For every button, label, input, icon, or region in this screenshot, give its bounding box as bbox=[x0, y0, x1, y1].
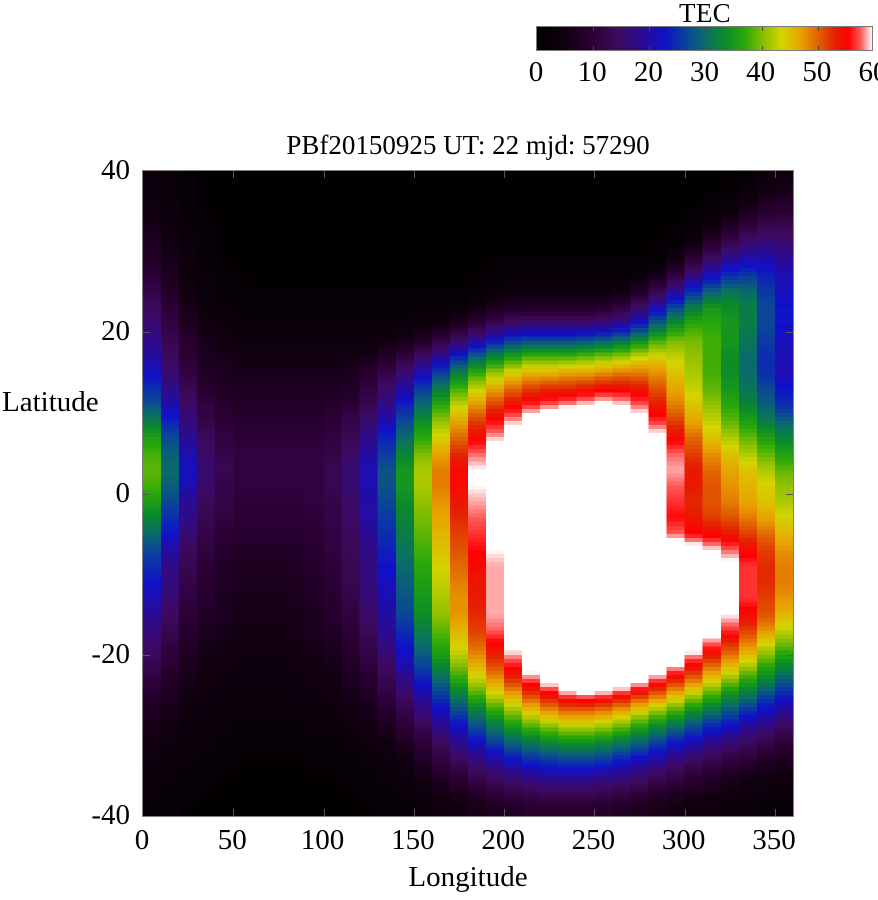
x-axis-tick bbox=[413, 809, 415, 816]
y-axis-tick bbox=[143, 493, 150, 495]
heatmap-plot-area bbox=[142, 170, 794, 817]
x-axis-tick-labels: 0 50 100 150 200 250 300 350 bbox=[135, 822, 796, 858]
x-axis-tick bbox=[504, 171, 506, 178]
heatmap-canvas bbox=[143, 171, 793, 816]
y-axis-title: Latitude bbox=[2, 386, 99, 418]
x-tick-label: 0 bbox=[134, 824, 150, 856]
x-axis-tick bbox=[684, 171, 686, 178]
colorbar-tick bbox=[761, 46, 763, 50]
x-axis-tick bbox=[684, 809, 686, 816]
y-axis-tick bbox=[143, 654, 150, 656]
colorbar-tick-label: 10 bbox=[577, 56, 607, 88]
colorbar-tick bbox=[817, 46, 819, 50]
x-tick-label: 200 bbox=[481, 824, 525, 856]
colorbar-tick bbox=[649, 46, 651, 50]
x-tick-label: 250 bbox=[571, 824, 616, 856]
y-tick-label: 0 bbox=[115, 476, 131, 509]
x-axis-tick bbox=[323, 171, 325, 178]
x-axis-tick bbox=[774, 171, 776, 178]
x-axis-tick bbox=[233, 171, 235, 178]
colorbar-tick bbox=[649, 27, 651, 31]
colorbar-tick-labels: 0 10 20 30 40 50 60 bbox=[500, 55, 878, 89]
x-axis-tick bbox=[774, 809, 776, 816]
colorbar-tick bbox=[593, 27, 595, 31]
x-tick-label: 50 bbox=[217, 824, 247, 856]
colorbar-tick bbox=[705, 27, 707, 31]
y-axis-tick-labels: 40 20 0 -20 -40 bbox=[0, 154, 131, 831]
y-axis-tick bbox=[786, 654, 793, 656]
y-tick-label: 40 bbox=[101, 154, 130, 186]
x-axis-title: Longitude bbox=[408, 861, 528, 893]
colorbar-tick bbox=[593, 46, 595, 50]
colorbar-tick-label: 0 bbox=[528, 56, 544, 88]
x-axis-tick bbox=[233, 809, 235, 816]
x-axis-tick bbox=[413, 171, 415, 178]
colorbar-tick-label: 40 bbox=[746, 56, 776, 88]
x-axis-tick bbox=[594, 171, 596, 178]
y-tick-label: -20 bbox=[91, 637, 130, 670]
x-tick-label: 150 bbox=[391, 824, 435, 856]
x-axis-tick bbox=[323, 809, 325, 816]
colorbar-tick-label: 30 bbox=[690, 56, 719, 88]
colorbar bbox=[536, 26, 873, 51]
colorbar-tick-label: 60 bbox=[858, 56, 878, 88]
y-axis-tick bbox=[786, 332, 793, 334]
y-tick-label: -40 bbox=[91, 799, 130, 831]
colorbar-gradient bbox=[537, 27, 872, 50]
x-tick-label: 100 bbox=[300, 824, 345, 856]
x-axis-tick bbox=[504, 809, 506, 816]
x-tick-label: 300 bbox=[661, 824, 706, 856]
x-axis-tick bbox=[594, 809, 596, 816]
colorbar-tick bbox=[705, 46, 707, 50]
colorbar-title: TEC bbox=[679, 0, 731, 28]
y-axis-tick bbox=[786, 493, 793, 495]
colorbar-tick-label: 20 bbox=[633, 56, 663, 88]
colorbar-tick bbox=[817, 27, 819, 31]
colorbar-tick-label: 50 bbox=[802, 56, 832, 88]
colorbar-tick bbox=[761, 27, 763, 31]
y-axis-tick bbox=[143, 332, 150, 334]
y-tick-label: 20 bbox=[101, 315, 130, 348]
x-tick-label: 350 bbox=[752, 824, 796, 856]
page-title: PBf20150925 UT: 22 mjd: 57290 bbox=[286, 130, 650, 160]
